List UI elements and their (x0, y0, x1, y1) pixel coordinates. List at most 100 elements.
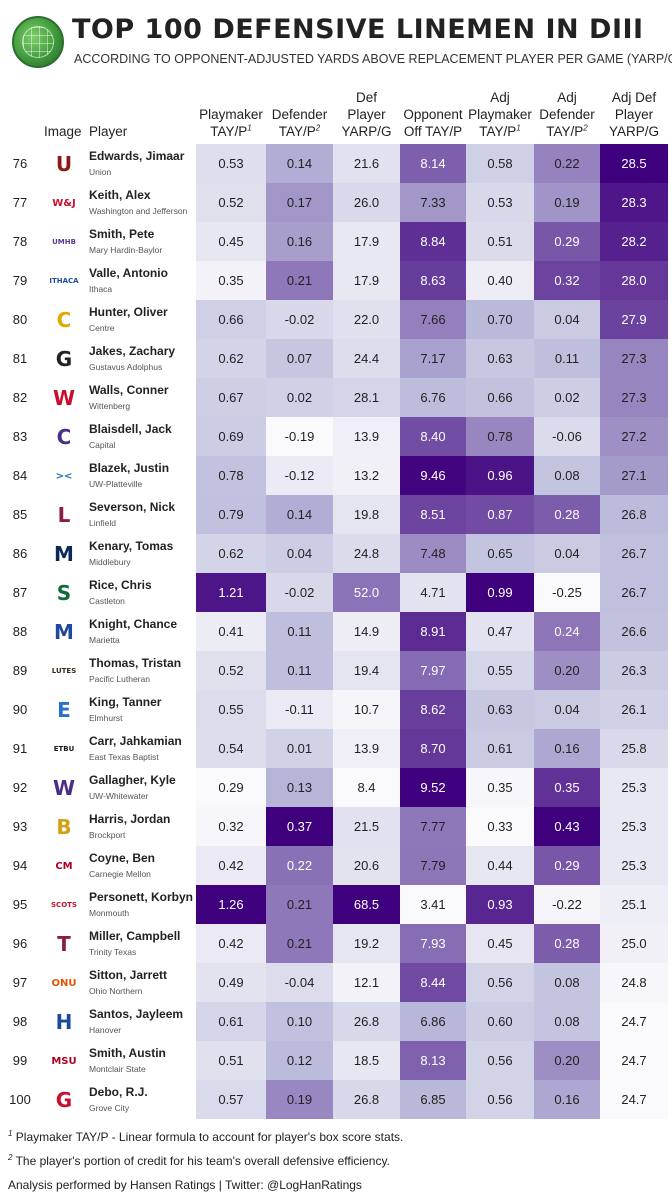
player-name: Smith, Pete (89, 227, 155, 241)
cell-opponent-off-tayp: 7.33 (400, 183, 466, 222)
page-subtitle: ACCORDING TO OPPONENT-ADJUSTED YARDS ABO… (74, 52, 672, 66)
rankings-table: Image Player Playmaker TAY/P1 Defender T… (0, 80, 672, 1119)
player-name: Hunter, Oliver (89, 305, 168, 319)
team-logo-icon: S (56, 581, 72, 605)
cell-adj-defender-tayp: 0.16 (534, 1080, 600, 1119)
cell-adj-playmaker-tayp: 0.99 (466, 573, 534, 612)
cell-adj-def-player-yarpg: 28.5 (600, 144, 668, 183)
cell-def-player-yarpg: 12.1 (333, 963, 400, 1002)
table-row: 98 H Santos, Jayleem Hanover 0.61 0.10 26.8 6.8… (0, 1002, 672, 1041)
cell-playmaker-tayp: 0.32 (196, 807, 266, 846)
player-team: Union (89, 167, 112, 177)
cell-adj-playmaker-tayp: 0.61 (466, 729, 534, 768)
player-name: Knight, Chance (89, 617, 178, 631)
cell-adj-def-player-yarpg: 25.0 (600, 924, 668, 963)
cell-adj-def-player-yarpg: 27.2 (600, 417, 668, 456)
cell-defender-tayp: 0.19 (266, 1080, 333, 1119)
col-header-opponent-off: Opponent Off TAY/P (403, 107, 463, 139)
cell-def-player-yarpg: 24.8 (333, 534, 400, 573)
table-row: 97 ONU Sitton, Jarrett Ohio Northern 0.49 -0.… (0, 963, 672, 1002)
cell-opponent-off-tayp: 9.52 (400, 768, 466, 807)
col-header-image: Image (44, 124, 82, 139)
cell-defender-tayp: 0.16 (266, 222, 333, 261)
rank-number: 82 (12, 390, 28, 405)
cell-adj-def-player-yarpg: 26.7 (600, 573, 668, 612)
cell-adj-playmaker-tayp: 0.63 (466, 690, 534, 729)
cell-adj-defender-tayp: 0.22 (534, 144, 600, 183)
cell-adj-defender-tayp: -0.22 (534, 885, 600, 924)
player-name: Smith, Austin (89, 1046, 166, 1060)
cell-adj-defender-tayp: 0.08 (534, 456, 600, 495)
rank-number: 97 (12, 975, 28, 990)
player-team: Marietta (89, 635, 120, 645)
cell-adj-defender-tayp: 0.19 (534, 183, 600, 222)
cell-opponent-off-tayp: 7.66 (400, 300, 466, 339)
cell-defender-tayp: -0.11 (266, 690, 333, 729)
team-logo-icon: H (55, 1010, 73, 1034)
table-header: Image Player Playmaker TAY/P1 Defender T… (0, 80, 672, 144)
cell-adj-playmaker-tayp: 0.55 (466, 651, 534, 690)
cell-adj-playmaker-tayp: 0.40 (466, 261, 534, 300)
table-row: 79 ITHACA Valle, Antonio Ithaca 0.35 0.21 17.9… (0, 261, 672, 300)
player-team: Castleton (89, 596, 125, 606)
player-name: Coyne, Ben (89, 851, 156, 865)
team-logo-icon: LUTES (51, 667, 77, 675)
col-header-adj-playmaker: Adj Playmaker TAY/P1 (468, 90, 532, 139)
team-logo-icon: L (57, 503, 71, 527)
player-team: Linfield (89, 518, 116, 528)
col-header-adj-defender: Adj Defender TAY/P2 (539, 90, 595, 139)
cell-adj-playmaker-tayp: 0.44 (466, 846, 534, 885)
player-name: Blazek, Justin (89, 461, 170, 475)
cell-opponent-off-tayp: 7.79 (400, 846, 466, 885)
rank-number: 100 (9, 1092, 31, 1107)
cell-defender-tayp: 0.37 (266, 807, 333, 846)
cell-adj-playmaker-tayp: 0.78 (466, 417, 534, 456)
col-header-def-player-yarp: Def Player YARP/G (341, 90, 392, 139)
cell-opponent-off-tayp: 8.84 (400, 222, 466, 261)
cell-adj-def-player-yarpg: 28.3 (600, 183, 668, 222)
cell-adj-def-player-yarpg: 25.3 (600, 807, 668, 846)
cell-def-player-yarpg: 13.9 (333, 729, 400, 768)
rank-number: 79 (12, 273, 28, 288)
cell-def-player-yarpg: 26.0 (333, 183, 400, 222)
cell-opponent-off-tayp: 6.86 (400, 1002, 466, 1041)
cell-opponent-off-tayp: 7.93 (400, 924, 466, 963)
cell-adj-playmaker-tayp: 0.93 (466, 885, 534, 924)
col-header-player: Player (89, 124, 128, 139)
cell-playmaker-tayp: 1.26 (196, 885, 266, 924)
player-name: Miller, Campbell (89, 929, 181, 943)
cell-def-player-yarpg: 26.8 (333, 1002, 400, 1041)
footnote-1: 1 Playmaker TAY/P - Linear formula to ac… (8, 1129, 404, 1145)
team-logo-icon: W&J (52, 197, 76, 209)
cell-opponent-off-tayp: 7.48 (400, 534, 466, 573)
table-row: 78 UMHB Smith, Pete Mary Hardin-Baylor 0.45 0… (0, 222, 672, 261)
rank-number: 94 (12, 858, 28, 873)
cell-playmaker-tayp: 0.54 (196, 729, 266, 768)
player-name: Thomas, Tristan (89, 656, 182, 670)
cell-playmaker-tayp: 0.69 (196, 417, 266, 456)
cell-adj-def-player-yarpg: 26.6 (600, 612, 668, 651)
rank-number: 85 (12, 507, 28, 522)
player-team: Ohio Northern (89, 986, 143, 996)
table-row: 76 U Edwards, Jimaar Union 0.53 0.14 21.6 8.14 0… (0, 144, 672, 183)
cell-playmaker-tayp: 0.42 (196, 924, 266, 963)
cell-adj-playmaker-tayp: 0.56 (466, 1080, 534, 1119)
cell-playmaker-tayp: 0.45 (196, 222, 266, 261)
cell-def-player-yarpg: 13.9 (333, 417, 400, 456)
rank-number: 81 (12, 351, 28, 366)
cell-def-player-yarpg: 52.0 (333, 573, 400, 612)
table-row: 80 C Hunter, Oliver Centre 0.66 -0.02 22.0 7.66… (0, 300, 672, 339)
page-title: TOP 100 DEFENSIVE LINEMEN IN DIII (72, 14, 644, 45)
player-name: Santos, Jayleem (89, 1007, 184, 1021)
team-logo-icon: >< (55, 470, 73, 482)
cell-defender-tayp: 0.12 (266, 1041, 333, 1080)
cell-playmaker-tayp: 0.42 (196, 846, 266, 885)
cell-adj-playmaker-tayp: 0.56 (466, 1041, 534, 1080)
cell-defender-tayp: 0.14 (266, 144, 333, 183)
cell-adj-defender-tayp: 0.20 (534, 1041, 600, 1080)
cell-defender-tayp: -0.02 (266, 300, 333, 339)
cell-adj-playmaker-tayp: 0.60 (466, 1002, 534, 1041)
cell-adj-def-player-yarpg: 25.3 (600, 846, 668, 885)
cell-playmaker-tayp: 0.67 (196, 378, 266, 417)
cell-opponent-off-tayp: 8.51 (400, 495, 466, 534)
